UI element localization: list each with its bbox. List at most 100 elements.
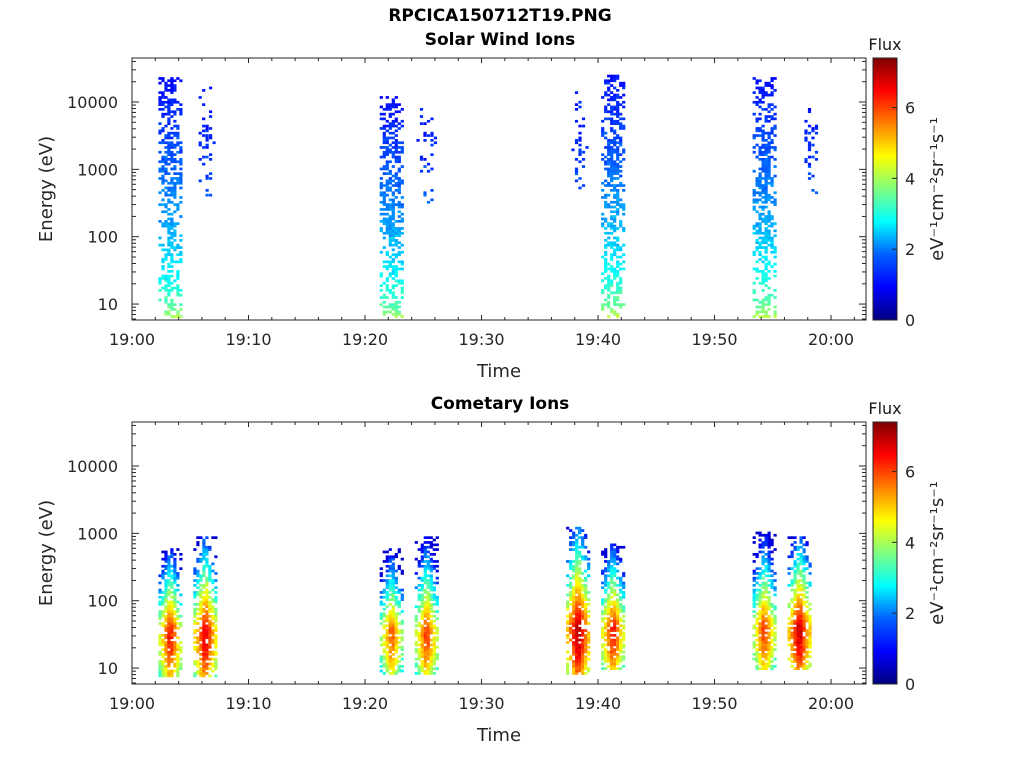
flux-cell bbox=[770, 550, 774, 554]
flux-cell bbox=[388, 255, 392, 259]
flux-cell bbox=[161, 600, 165, 604]
flux-cell bbox=[193, 607, 197, 611]
flux-cell bbox=[587, 574, 591, 578]
flux-cell bbox=[616, 103, 620, 106]
flux-cell bbox=[581, 557, 585, 561]
flux-cell bbox=[391, 626, 395, 630]
flux-cell bbox=[167, 607, 171, 611]
flux-cell bbox=[793, 574, 797, 578]
flux-cell bbox=[385, 614, 389, 618]
flux-cell bbox=[161, 243, 165, 247]
flux-cell bbox=[773, 312, 777, 316]
flux-cell bbox=[170, 303, 174, 306]
flux-cell bbox=[758, 595, 762, 599]
flux-cell bbox=[167, 305, 171, 309]
x-tick-label: 19:10 bbox=[225, 694, 271, 713]
flux-cell bbox=[767, 243, 771, 247]
flux-cell bbox=[752, 150, 756, 154]
flux-cell bbox=[761, 648, 765, 651]
flux-cell bbox=[164, 579, 168, 582]
flux-cell bbox=[179, 253, 183, 256]
flux-cell bbox=[761, 545, 765, 549]
flux-cell bbox=[616, 638, 620, 642]
flux-cell bbox=[161, 77, 165, 80]
flux-cell bbox=[394, 220, 398, 223]
flux-cell bbox=[394, 576, 398, 580]
flux-cell bbox=[581, 648, 585, 651]
flux-cell bbox=[420, 629, 424, 632]
flux-cell bbox=[770, 562, 774, 566]
flux-cell bbox=[173, 181, 177, 185]
flux-cell bbox=[176, 131, 180, 135]
flux-cell bbox=[429, 648, 433, 651]
flux-cell bbox=[767, 533, 771, 537]
flux-cell bbox=[770, 246, 774, 249]
flux-cell bbox=[613, 569, 617, 573]
flux-cell bbox=[613, 296, 617, 299]
flux-cell bbox=[767, 634, 771, 637]
flux-cell bbox=[566, 650, 570, 654]
flux-cell bbox=[587, 638, 591, 642]
flux-cell bbox=[423, 669, 427, 673]
flux-cell bbox=[385, 103, 389, 106]
flux-cell bbox=[167, 277, 171, 280]
flux-cell bbox=[584, 622, 588, 625]
flux-cell bbox=[209, 158, 213, 161]
flux-cell bbox=[208, 662, 212, 666]
flux-cell bbox=[752, 281, 756, 285]
flux-cell bbox=[176, 600, 180, 604]
flux-cell bbox=[385, 265, 389, 268]
flux-cell bbox=[607, 622, 611, 625]
flux-cell bbox=[417, 653, 421, 656]
flux-cell bbox=[158, 100, 162, 104]
flux-cell bbox=[382, 614, 386, 618]
flux-cell bbox=[613, 310, 617, 314]
flux-cell bbox=[619, 153, 623, 156]
flux-cell bbox=[584, 545, 588, 549]
flux-cell bbox=[572, 636, 576, 640]
flux-cell bbox=[179, 167, 183, 171]
flux-cell bbox=[764, 569, 768, 573]
flux-cell bbox=[761, 146, 765, 149]
burst-5 bbox=[601, 74, 626, 318]
flux-cell bbox=[761, 543, 765, 547]
flux-cell bbox=[167, 236, 171, 240]
flux-cell bbox=[619, 122, 623, 125]
flux-cell bbox=[610, 253, 614, 256]
flux-cell bbox=[790, 581, 794, 585]
flux-cell bbox=[758, 300, 762, 304]
flux-cell bbox=[758, 626, 762, 630]
flux-cell bbox=[205, 560, 209, 563]
flux-cell bbox=[211, 634, 215, 637]
flux-cell bbox=[419, 122, 424, 125]
flux-cell bbox=[379, 191, 383, 195]
flux-cell bbox=[391, 653, 395, 656]
flux-cell bbox=[607, 595, 611, 599]
flux-cell bbox=[379, 208, 383, 211]
flux-cell bbox=[158, 191, 162, 195]
flux-cell bbox=[575, 567, 579, 570]
flux-cell bbox=[764, 536, 768, 539]
flux-cell bbox=[755, 127, 759, 130]
flux-cell bbox=[173, 560, 177, 563]
flux-cell bbox=[601, 153, 605, 156]
flux-cell bbox=[758, 305, 762, 309]
flux-cell bbox=[158, 660, 162, 663]
flux-cell bbox=[619, 584, 623, 587]
flux-cell bbox=[397, 567, 401, 570]
flux-cell bbox=[173, 222, 177, 225]
flux-cell bbox=[385, 593, 389, 597]
flux-cell bbox=[610, 153, 614, 156]
flux-cell bbox=[423, 655, 427, 659]
flux-cell bbox=[202, 598, 206, 601]
flux-cell bbox=[758, 198, 762, 202]
flux-cell bbox=[170, 81, 174, 85]
flux-cell bbox=[429, 664, 433, 668]
flux-cell bbox=[575, 667, 579, 670]
flux-cell bbox=[164, 220, 168, 223]
flux-cell bbox=[209, 110, 213, 114]
flux-cell bbox=[167, 143, 171, 147]
flux-cell bbox=[755, 119, 759, 123]
flux-cell bbox=[432, 586, 436, 589]
flux-cell bbox=[610, 603, 614, 606]
